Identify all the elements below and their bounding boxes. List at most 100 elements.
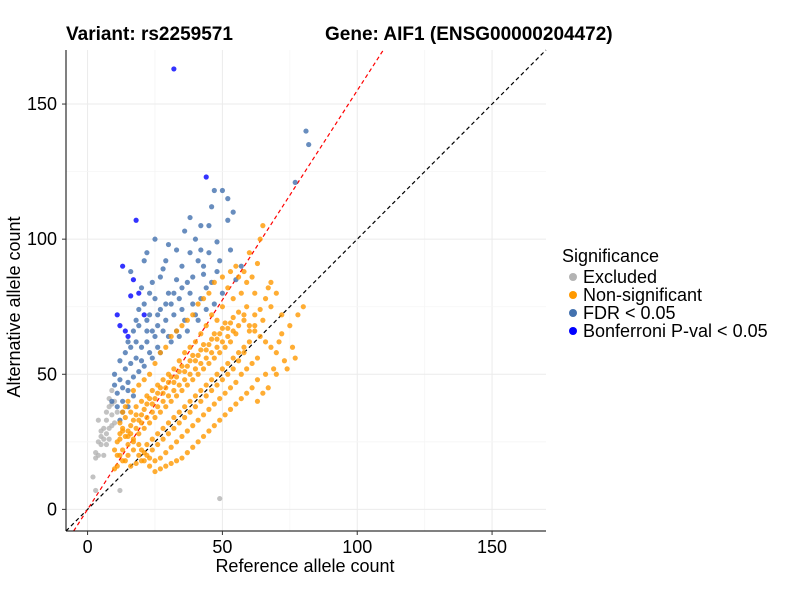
legend-label-fdr: FDR < 0.05 xyxy=(583,302,676,323)
point-nonsig xyxy=(225,333,231,340)
point-nonsig xyxy=(152,395,158,402)
point-nonsig xyxy=(192,404,199,410)
point-nonsig xyxy=(176,358,182,364)
point-nonsig xyxy=(176,382,182,388)
point-nonsig xyxy=(260,223,266,229)
point-fdr xyxy=(157,306,163,313)
point-nonsig xyxy=(227,268,234,275)
point-bonf xyxy=(171,66,177,72)
point-fdr xyxy=(149,355,155,361)
legend-item-bonf: Bonferroni P-val < 0.05 xyxy=(562,321,768,341)
y-axis-label: Alternative allele count xyxy=(4,216,24,397)
point-nonsig xyxy=(211,355,217,361)
point-nonsig xyxy=(149,436,155,442)
point-fdr xyxy=(165,241,172,248)
point-nonsig xyxy=(125,452,131,458)
point-nonsig xyxy=(195,417,201,423)
point-nonsig xyxy=(141,425,147,431)
point-nonsig xyxy=(241,268,247,275)
point-nonsig xyxy=(198,347,204,353)
point-fdr xyxy=(176,296,182,302)
point-nonsig xyxy=(176,368,182,375)
point-nonsig xyxy=(222,344,228,350)
point-nonsig xyxy=(257,306,263,313)
point-nonsig xyxy=(111,466,118,472)
point-fdr xyxy=(114,390,120,396)
point-fdr xyxy=(160,266,166,272)
point-nonsig xyxy=(144,414,150,421)
point-nonsig xyxy=(214,336,220,342)
point-bonf xyxy=(117,323,123,329)
point-bonf xyxy=(141,312,147,318)
point-nonsig xyxy=(122,404,128,410)
point-nonsig xyxy=(209,312,215,318)
point-excluded xyxy=(90,474,96,480)
point-fdr xyxy=(211,301,217,307)
point-nonsig xyxy=(190,423,196,429)
point-fdr xyxy=(109,398,115,404)
point-nonsig xyxy=(133,412,139,418)
point-nonsig xyxy=(130,417,137,423)
point-fdr xyxy=(130,328,137,334)
point-nonsig xyxy=(192,339,199,345)
point-fdr xyxy=(165,290,172,296)
point-excluded xyxy=(93,487,99,494)
point-fdr xyxy=(117,358,123,364)
legend-item-fdr: FDR < 0.05 xyxy=(562,302,768,323)
point-nonsig xyxy=(165,431,172,437)
point-nonsig xyxy=(136,452,142,458)
point-nonsig xyxy=(182,377,188,383)
point-nonsig xyxy=(190,352,196,358)
x-tick-label: 100 xyxy=(342,537,372,557)
point-nonsig xyxy=(136,441,142,448)
point-bonf xyxy=(125,333,131,340)
point-nonsig xyxy=(155,431,161,437)
point-nonsig xyxy=(179,363,185,369)
point-nonsig xyxy=(246,323,252,329)
point-nonsig xyxy=(200,366,207,372)
point-fdr xyxy=(303,128,309,134)
point-nonsig xyxy=(141,450,147,456)
point-fdr xyxy=(227,247,234,253)
point-nonsig xyxy=(149,401,155,407)
point-fdr xyxy=(292,179,298,186)
x-tick-label: 150 xyxy=(477,537,507,557)
point-nonsig xyxy=(160,436,166,442)
point-fdr xyxy=(187,250,193,256)
point-nonsig xyxy=(195,301,201,307)
point-nonsig xyxy=(281,358,288,364)
point-nonsig xyxy=(217,395,223,402)
point-nonsig xyxy=(219,339,226,345)
point-nonsig xyxy=(187,358,193,364)
point-nonsig xyxy=(273,350,279,356)
point-nonsig xyxy=(200,296,207,302)
point-nonsig xyxy=(195,439,201,445)
point-fdr xyxy=(122,366,128,372)
data-points xyxy=(90,66,312,502)
point-nonsig xyxy=(219,366,226,372)
point-nonsig xyxy=(219,274,226,280)
point-fdr xyxy=(217,258,223,264)
point-nonsig xyxy=(214,382,220,388)
point-nonsig xyxy=(206,341,212,348)
point-nonsig xyxy=(152,458,158,464)
point-nonsig xyxy=(198,360,204,367)
point-nonsig xyxy=(249,274,255,280)
point-nonsig xyxy=(179,323,185,329)
point-fdr xyxy=(238,263,244,269)
x-tick-label: 50 xyxy=(212,537,232,557)
point-fdr xyxy=(114,404,120,410)
point-excluded xyxy=(101,425,107,431)
point-bonf xyxy=(136,290,142,296)
point-nonsig xyxy=(138,420,145,426)
point-nonsig xyxy=(179,455,185,461)
point-bonf xyxy=(203,174,209,180)
point-nonsig xyxy=(173,328,180,334)
legend-dot-fdr xyxy=(569,309,577,317)
point-nonsig xyxy=(238,395,244,402)
point-nonsig xyxy=(195,371,201,377)
point-fdr xyxy=(111,382,118,388)
point-nonsig xyxy=(203,347,209,353)
point-fdr xyxy=(141,258,147,264)
